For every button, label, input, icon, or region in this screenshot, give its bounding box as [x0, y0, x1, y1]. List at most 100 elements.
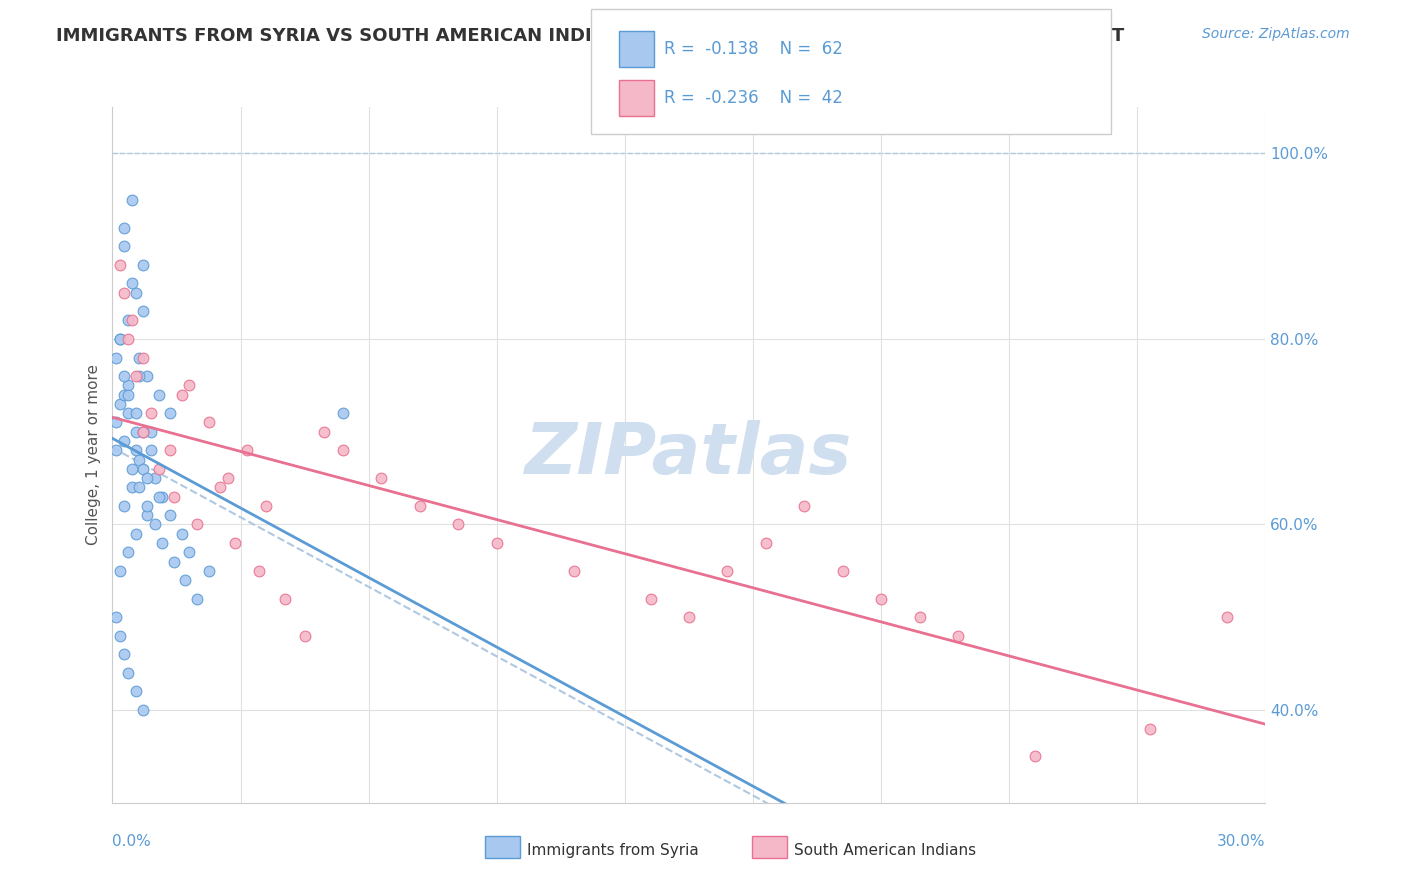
- Point: [117, 378, 139, 392]
- Point: [128, 480, 150, 494]
- Point: [143, 471, 166, 485]
- Point: [105, 351, 128, 365]
- Point: [139, 425, 162, 439]
- Point: [132, 258, 155, 272]
- Point: [163, 490, 186, 504]
- Point: [148, 490, 170, 504]
- Point: [132, 703, 155, 717]
- Point: [332, 443, 354, 458]
- Point: [186, 591, 208, 606]
- Point: [179, 545, 201, 559]
- Point: [1024, 749, 1046, 764]
- Text: Source: ZipAtlas.com: Source: ZipAtlas.com: [1202, 27, 1350, 41]
- Point: [946, 629, 969, 643]
- Y-axis label: College, 1 year or more: College, 1 year or more: [86, 365, 101, 545]
- Point: [108, 397, 131, 411]
- Point: [108, 258, 131, 272]
- Point: [640, 591, 662, 606]
- Point: [108, 332, 131, 346]
- Point: [112, 434, 135, 448]
- Point: [170, 387, 193, 401]
- Point: [132, 462, 155, 476]
- Point: [152, 536, 174, 550]
- Point: [108, 332, 131, 346]
- Text: Immigrants from Syria: Immigrants from Syria: [527, 843, 699, 858]
- Point: [174, 573, 197, 587]
- Point: [128, 369, 150, 384]
- Point: [112, 499, 135, 513]
- Point: [112, 387, 135, 401]
- Point: [108, 564, 131, 578]
- Point: [716, 564, 738, 578]
- Point: [112, 285, 135, 300]
- Point: [197, 564, 219, 578]
- Point: [159, 508, 181, 523]
- Point: [136, 369, 159, 384]
- Point: [1216, 610, 1239, 624]
- Point: [105, 610, 128, 624]
- Point: [105, 416, 128, 430]
- Point: [136, 508, 159, 523]
- Point: [132, 304, 155, 318]
- Point: [159, 406, 181, 420]
- Point: [112, 369, 135, 384]
- Point: [274, 591, 297, 606]
- Point: [163, 555, 186, 569]
- Point: [128, 351, 150, 365]
- Point: [755, 536, 778, 550]
- Point: [132, 425, 155, 439]
- Text: IMMIGRANTS FROM SYRIA VS SOUTH AMERICAN INDIAN COLLEGE, 1 YEAR OR MORE CORRELATI: IMMIGRANTS FROM SYRIA VS SOUTH AMERICAN …: [56, 27, 1125, 45]
- Point: [254, 499, 277, 513]
- Point: [179, 378, 201, 392]
- Point: [132, 351, 155, 365]
- Point: [148, 387, 170, 401]
- Point: [209, 480, 232, 494]
- Text: South American Indians: South American Indians: [794, 843, 977, 858]
- Point: [908, 610, 931, 624]
- Point: [121, 462, 143, 476]
- Point: [332, 406, 354, 420]
- Point: [139, 443, 162, 458]
- Point: [112, 648, 135, 662]
- Point: [136, 499, 159, 513]
- Text: 30.0%: 30.0%: [1218, 834, 1265, 849]
- Point: [124, 406, 146, 420]
- Point: [152, 490, 174, 504]
- Point: [312, 425, 335, 439]
- Point: [143, 517, 166, 532]
- Point: [112, 220, 135, 235]
- Point: [217, 471, 239, 485]
- Point: [562, 564, 585, 578]
- Point: [117, 332, 139, 346]
- Point: [124, 443, 146, 458]
- Point: [121, 277, 143, 291]
- Point: [370, 471, 392, 485]
- Point: [124, 425, 146, 439]
- Point: [678, 610, 700, 624]
- Point: [148, 462, 170, 476]
- Point: [124, 369, 146, 384]
- Point: [1139, 722, 1161, 736]
- Point: [124, 684, 146, 698]
- Point: [409, 499, 432, 513]
- Text: 0.0%: 0.0%: [112, 834, 152, 849]
- Point: [136, 471, 159, 485]
- Point: [128, 452, 150, 467]
- Point: [236, 443, 259, 458]
- Point: [124, 285, 146, 300]
- Point: [294, 629, 316, 643]
- Point: [159, 443, 181, 458]
- Point: [247, 564, 270, 578]
- Point: [132, 425, 155, 439]
- Point: [186, 517, 208, 532]
- Text: ZIPatlas: ZIPatlas: [526, 420, 852, 490]
- Point: [139, 406, 162, 420]
- Point: [121, 193, 143, 207]
- Point: [117, 313, 139, 327]
- Point: [197, 416, 219, 430]
- Point: [224, 536, 246, 550]
- Point: [485, 536, 508, 550]
- Point: [870, 591, 893, 606]
- Point: [831, 564, 853, 578]
- Point: [117, 665, 139, 680]
